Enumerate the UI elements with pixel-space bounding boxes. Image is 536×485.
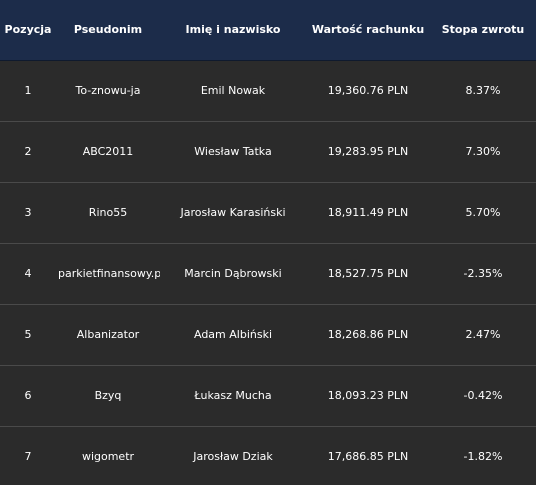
return-rate-cell: 7.30% — [430, 120, 536, 182]
account-value-cell: 17,686.85 PLN — [306, 425, 430, 485]
position-cell: 7 — [0, 425, 56, 485]
table-row: 1 To-znowu-ja Emil Nowak 19,360.76 PLN 8… — [0, 59, 536, 121]
header-account-value: Wartość rachunku — [306, 0, 430, 61]
account-value-cell: 19,360.76 PLN — [306, 59, 430, 121]
return-rate-cell: 2.47% — [430, 303, 536, 365]
position-cell: 3 — [0, 181, 56, 243]
full-name-cell: Wiesław Tatka — [160, 120, 306, 182]
nickname-cell: Rino55 — [56, 181, 160, 243]
account-value-cell: 18,527.75 PLN — [306, 242, 430, 304]
full-name-cell: Łukasz Mucha — [160, 364, 306, 426]
position-cell: 1 — [0, 59, 56, 121]
nickname-cell: parkietfinansowy.pl — [56, 242, 160, 304]
header-nickname: Pseudonim — [56, 0, 160, 61]
nickname-cell: To-znowu-ja — [56, 59, 160, 121]
return-rate-cell: -0.42% — [430, 364, 536, 426]
account-value-cell: 18,268.86 PLN — [306, 303, 430, 365]
nickname-cell: Bzyq — [56, 364, 160, 426]
nickname-cell: ABC2011 — [56, 120, 160, 182]
return-rate-cell: 8.37% — [430, 59, 536, 121]
return-rate-cell: 5.70% — [430, 181, 536, 243]
table-row: 7 wigometr Jarosław Dziak 17,686.85 PLN … — [0, 425, 536, 485]
full-name-cell: Jarosław Dziak — [160, 425, 306, 485]
position-cell: 6 — [0, 364, 56, 426]
table-row: 2 ABC2011 Wiesław Tatka 19,283.95 PLN 7.… — [0, 120, 536, 182]
table-row: 4 parkietfinansowy.pl Marcin Dąbrowski 1… — [0, 242, 536, 304]
full-name-cell: Marcin Dąbrowski — [160, 242, 306, 304]
nickname-cell: Albanizator — [56, 303, 160, 365]
header-return-rate: Stopa zwrotu — [430, 0, 536, 61]
header-position: Pozycja — [0, 0, 56, 61]
account-value-cell: 19,283.95 PLN — [306, 120, 430, 182]
full-name-cell: Jarosław Karasiński — [160, 181, 306, 243]
table-row: 6 Bzyq Łukasz Mucha 18,093.23 PLN -0.42% — [0, 364, 536, 426]
return-rate-cell: -1.82% — [430, 425, 536, 485]
account-value-cell: 18,093.23 PLN — [306, 364, 430, 426]
full-name-cell: Emil Nowak — [160, 59, 306, 121]
table-row: 5 Albanizator Adam Albiński 18,268.86 PL… — [0, 303, 536, 365]
position-cell: 2 — [0, 120, 56, 182]
header-full-name: Imię i nazwisko — [160, 0, 306, 61]
nickname-cell: wigometr — [56, 425, 160, 485]
return-rate-cell: -2.35% — [430, 242, 536, 304]
account-value-cell: 18,911.49 PLN — [306, 181, 430, 243]
position-cell: 5 — [0, 303, 56, 365]
table-row: 3 Rino55 Jarosław Karasiński 18,911.49 P… — [0, 181, 536, 243]
full-name-cell: Adam Albiński — [160, 303, 306, 365]
position-cell: 4 — [0, 242, 56, 304]
table-header-row: Pozycja Pseudonim Imię i nazwisko Wartoś… — [0, 0, 536, 61]
